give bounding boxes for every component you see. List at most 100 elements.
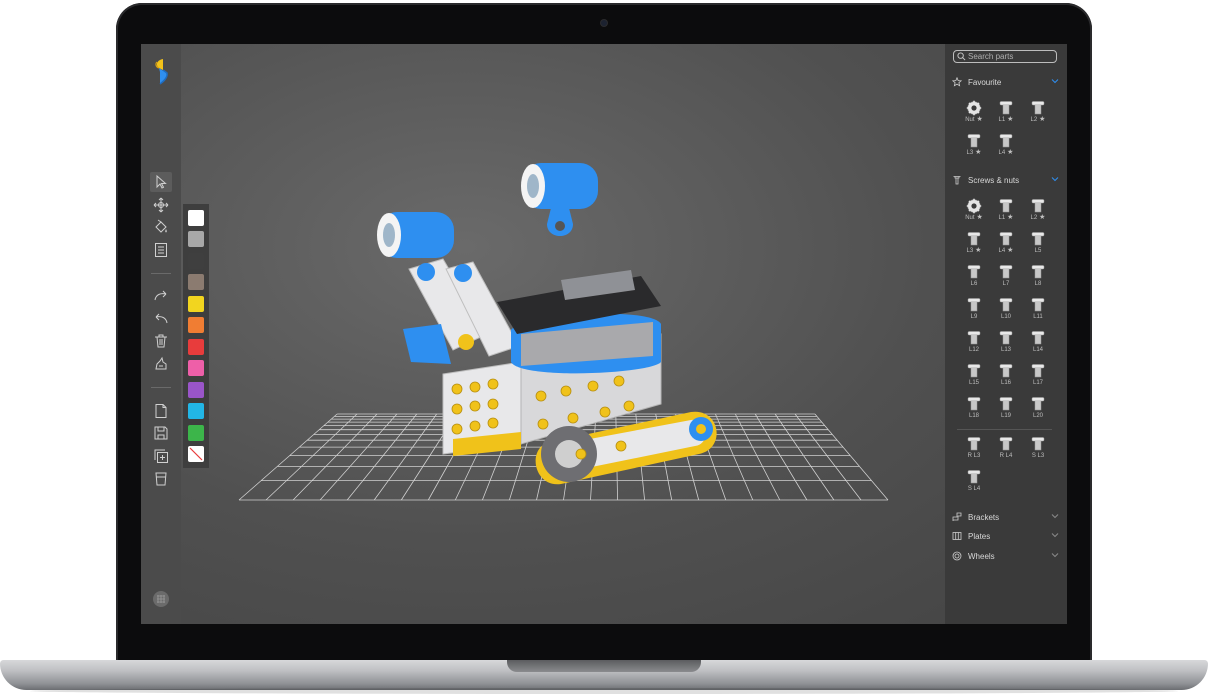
color-swatch[interactable] [188,231,204,247]
bolt [615,440,627,452]
part-label: L2 [1030,117,1038,123]
redo-button[interactable] [150,286,172,306]
part-item[interactable]: L4 ★ [991,231,1021,261]
3d-scene [238,163,889,501]
section-wheels[interactable]: Wheels [945,549,1067,563]
chevron-down-icon [1051,553,1059,558]
laptop-notch [507,660,701,672]
part-item[interactable]: L14 [1023,330,1053,360]
part-label: L1 [998,215,1006,221]
color-swatch[interactable] [188,403,204,419]
favourite-star-icon[interactable]: ★ [973,247,982,254]
search-box[interactable] [953,50,1057,63]
clone-button[interactable] [150,354,172,374]
favourite-star-icon[interactable]: ★ [973,149,982,156]
part-item[interactable]: Nut ★ [959,198,989,228]
color-swatch[interactable] [188,317,204,333]
section-plates[interactable]: Plates [945,529,1067,543]
properties-tool-button[interactable] [150,240,172,260]
part-item[interactable]: L16 [991,363,1021,393]
color-swatch[interactable] [188,296,204,312]
arm-joint [458,334,474,350]
bolt [469,381,481,393]
section-screws-nuts[interactable]: Screws & nuts [945,173,1067,187]
favourite-star-icon[interactable]: ★ [1037,214,1046,221]
export-button[interactable] [150,469,172,489]
screw-icon [1031,298,1045,312]
favourite-star-icon[interactable]: ★ [974,116,983,123]
color-swatch[interactable] [188,210,204,226]
new-file-button[interactable] [150,401,172,421]
part-item[interactable]: L1 ★ [991,198,1021,228]
part-item[interactable]: R L4 [991,436,1021,466]
paint-tool-button[interactable] [150,217,172,237]
no-color-swatch[interactable] [188,446,204,462]
color-swatch[interactable] [188,382,204,398]
grid-toggle-button[interactable] [153,591,169,607]
section-favourite[interactable]: Favourite [945,75,1067,89]
part-item[interactable]: L6 [959,264,989,294]
left-toolbar [141,44,181,624]
move-tool-button[interactable] [150,195,172,215]
part-item[interactable]: L3 ★ [959,133,989,163]
screw-icon [999,437,1013,451]
favourite-star-icon[interactable]: ★ [1005,247,1014,254]
save-icon [154,426,168,440]
screw-icon [967,232,981,246]
favourite-star-icon[interactable]: ★ [1005,116,1014,123]
favourite-star-icon[interactable]: ★ [974,214,983,221]
part-label: L4 [998,150,1006,156]
part-label: L5 [1034,248,1042,254]
favourite-star-icon[interactable]: ★ [1037,116,1046,123]
bolt [575,448,587,460]
part-item[interactable]: L4 ★ [991,133,1021,163]
favourite-star-icon[interactable]: ★ [1005,149,1014,156]
bolt [451,423,463,435]
redo-icon [154,290,167,301]
delete-button[interactable] [150,331,172,351]
favourite-star-icon[interactable]: ★ [1005,214,1014,221]
color-swatch[interactable] [188,339,204,355]
part-item[interactable]: L20 [1023,396,1053,426]
color-swatch[interactable] [188,425,204,441]
part-label: L11 [1033,314,1043,320]
part-label: L8 [1034,281,1042,287]
color-swatch[interactable] [188,360,204,376]
part-label: L15 [968,380,979,386]
part-item[interactable]: L7 [991,264,1021,294]
part-item[interactable]: R L3 [959,436,989,466]
color-swatch[interactable] [188,274,204,290]
part-item[interactable]: L2 ★ [1023,198,1053,228]
save-button[interactable] [150,423,172,443]
part-item[interactable]: L11 [1023,297,1053,327]
part-item[interactable]: L13 [991,330,1021,360]
3d-viewport[interactable] [221,44,921,624]
screw-icon [967,331,981,345]
part-item[interactable]: L17 [1023,363,1053,393]
part-item[interactable]: L5 [1023,231,1053,261]
part-item[interactable]: L2 ★ [1023,100,1053,130]
add-button[interactable] [150,446,172,466]
part-item[interactable]: Nut ★ [959,100,989,130]
part-item[interactable]: L1 ★ [991,100,1021,130]
part-item[interactable]: L18 [959,396,989,426]
part-item[interactable]: L15 [959,363,989,393]
rear-wheel-hub [555,440,583,468]
app-logo [155,59,168,85]
select-tool-button[interactable] [150,172,172,192]
part-item[interactable]: S L4 [959,469,989,499]
add-copy-icon [154,449,168,463]
color-swatch[interactable] [188,253,204,269]
search-input[interactable] [968,51,1052,62]
part-item[interactable]: L19 [991,396,1021,426]
part-item[interactable]: S L3 [1023,436,1053,466]
part-item[interactable]: L8 [1023,264,1053,294]
part-item[interactable]: L10 [991,297,1021,327]
grid-icon [157,595,165,603]
undo-button[interactable] [150,309,172,329]
part-item[interactable]: L9 [959,297,989,327]
part-item[interactable]: L3 ★ [959,231,989,261]
section-brackets[interactable]: Brackets [945,510,1067,524]
part-item[interactable]: L12 [959,330,989,360]
chevron-down-icon [1051,533,1059,538]
